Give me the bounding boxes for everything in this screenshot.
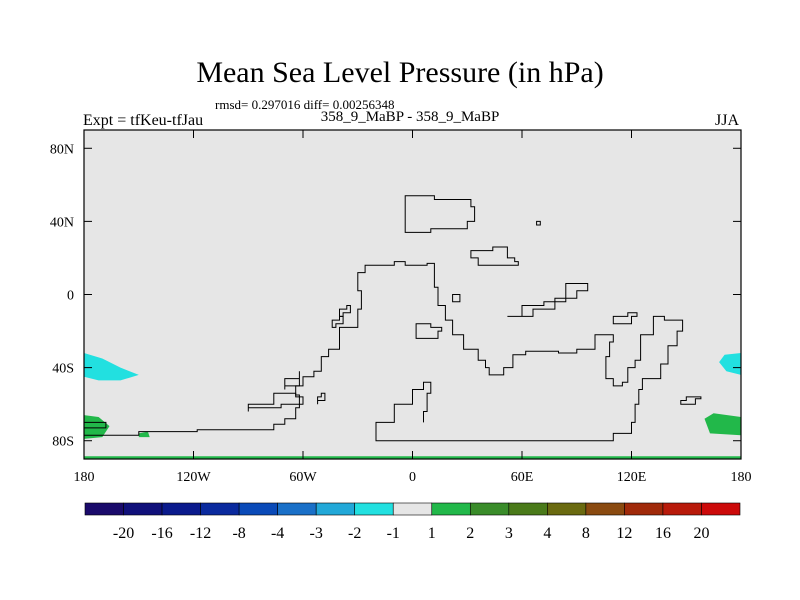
colorbar-swatch-10 [431, 502, 471, 516]
y-tick-label: 40S [52, 362, 74, 377]
colorbar-label: -8 [232, 525, 245, 542]
colorbar-swatch-16 [662, 502, 702, 516]
contour-line-10 [612, 312, 638, 325]
colorbar-label: 1 [428, 525, 436, 542]
colorbar-swatch-6 [277, 502, 317, 516]
filled-region-1 [84, 353, 139, 381]
colorbar-label: 12 [616, 525, 632, 542]
y-tick-label: 0 [67, 289, 74, 304]
colorbar-swatch-12 [508, 502, 548, 516]
coastline-contours [83, 195, 702, 442]
chart-title: Mean Sea Level Pressure (in hPa) [196, 56, 604, 89]
contour-line-3 [404, 195, 476, 233]
plot-area [84, 130, 741, 459]
contour-line-15 [284, 371, 300, 390]
contour-line-5 [536, 220, 541, 226]
x-tick-label: 120W [176, 470, 211, 485]
x-tick-label: 180 [731, 470, 752, 485]
colorbar-label: -1 [387, 525, 400, 542]
x-tick-label: 60W [289, 470, 317, 485]
y-tick-label: 80N [50, 142, 74, 157]
colorbar-label: 2 [466, 525, 474, 542]
colorbar-swatch-13 [547, 502, 587, 516]
contour-line-4 [470, 246, 519, 266]
contour-line-9 [415, 323, 443, 339]
colorbar-label: 8 [582, 525, 590, 542]
colorbar-label: 16 [655, 525, 671, 542]
contour-line-11 [680, 396, 702, 405]
colorbar-swatch-17 [701, 502, 741, 516]
x-tick-label: 120E [617, 470, 647, 485]
x-tick-label: 180 [74, 470, 95, 485]
stats-label: rmsd= 0.297016 diff= 0.00256348 [215, 97, 395, 112]
colorbar-swatch-5 [238, 502, 278, 516]
colorbar-swatch-9 [392, 502, 433, 516]
colorbar-label: -4 [271, 525, 284, 542]
colorbar-swatch-15 [624, 502, 664, 516]
contour-line-6 [452, 294, 461, 303]
filled-region-3 [84, 415, 110, 439]
contour-line-8 [331, 315, 344, 328]
colorbar-label: -20 [113, 525, 134, 542]
contour-line-14 [317, 392, 326, 405]
contour-line-13 [247, 392, 304, 412]
map-background [84, 130, 741, 459]
colorbar-label: 4 [543, 525, 551, 542]
y-tick-label: 80S [52, 435, 74, 450]
colorbar-swatch-8 [354, 502, 394, 516]
colorbar-swatch-7 [315, 502, 356, 516]
colorbar: -20 -16 -12 -8 -4 -3 -2 -1 1 2 3 4 8 12 16 20 [84, 502, 741, 542]
filled-region-2 [719, 353, 741, 375]
colorbar-label: 20 [693, 525, 709, 542]
x-tick-label: 60E [511, 470, 534, 485]
colorbar-label: -16 [151, 525, 172, 542]
colorbar-swatch-14 [585, 502, 625, 516]
colorbar-swatch-1 [84, 502, 124, 516]
axes: 180 120W 60W 0 60E 120E 180 80N 40N 0 40S 80S [50, 129, 752, 485]
filled-region-5 [704, 413, 741, 436]
colorbar-swatch-4 [200, 502, 240, 516]
contour-line-12 [507, 283, 589, 317]
colorbar-label: -2 [348, 525, 361, 542]
experiment-label: Expt = tfKeu-tfJau [83, 112, 204, 129]
colorbar-swatch-3 [161, 502, 201, 516]
colorbar-label: -12 [190, 525, 211, 542]
season-label: JJA [715, 112, 740, 129]
filled-region-4 [138, 431, 150, 438]
contour-line-2 [84, 261, 684, 442]
colorbar-swatch-11 [469, 502, 510, 516]
y-tick-label: 40N [50, 215, 74, 230]
x-tick-label: 0 [409, 470, 416, 485]
colorbar-swatch-2 [123, 502, 163, 516]
colorbar-label: -3 [310, 525, 323, 542]
case-label: 358_9_MaBP - 358_9_MaBP [320, 109, 500, 125]
colorbar-label: 3 [505, 525, 513, 542]
